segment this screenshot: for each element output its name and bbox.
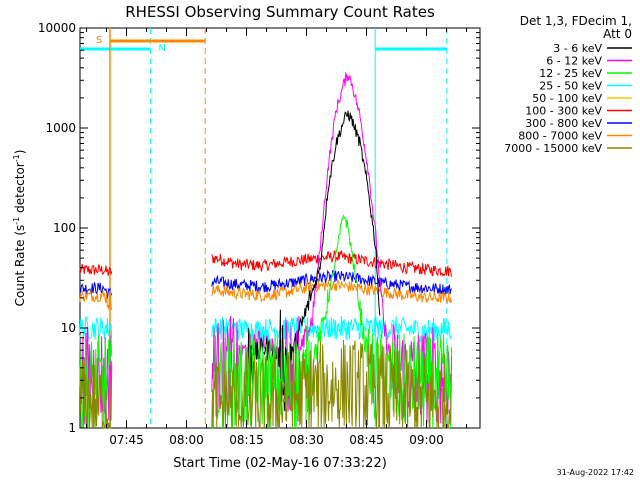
legend-label: 800 - 7000 keV [518,130,602,143]
x-tick-label: 09:00 [409,433,444,447]
series-line [79,281,113,299]
legend-label: 100 - 300 keV [525,105,602,118]
series-line [211,278,452,305]
series-line [211,249,452,277]
y-axis-ticks: 1 10 100 1000 10000 [38,21,480,435]
legend-label: 6 - 12 keV [546,55,602,68]
x-tick-label: 08:30 [289,433,324,447]
x-tick-label: 08:15 [229,433,264,447]
saa-label: S [96,35,102,46]
series-line [79,289,113,311]
x-tick-label: 08:45 [349,433,384,447]
legend-label: 50 - 100 keV [532,92,602,105]
y-tick-label: 1000 [45,121,76,135]
y-label-end: ) [13,150,27,155]
legend-header-line2: Att 0 [603,27,632,41]
y-label-sup2: -1 [12,154,21,162]
x-axis-label: Start Time (02-May-16 07:33:22) [173,456,387,471]
series-line [211,314,452,343]
x-tick-label: 08:00 [169,433,204,447]
series-group [79,71,452,430]
legend-label: 3 - 6 keV [553,42,602,55]
legend-label: 300 - 800 keV [525,117,602,130]
y-tick-label: 10 [61,321,76,335]
y-label-main: Count Rate (s [13,225,27,307]
y-tick-label: 10000 [38,21,76,35]
y-label-sup1: -1 [12,217,21,225]
legend-label: 25 - 50 keV [539,80,602,93]
series-line [79,357,113,429]
x-tick-label: 07:45 [109,433,144,447]
y-tick-label: 100 [53,221,76,235]
legend-header-line1: Det 1,3, FDecim 1, [520,14,632,28]
x-axis-ticks: 07:45 08:00 08:15 08:30 08:45 09:00 [86,28,468,447]
night-label: N [158,43,165,54]
series-line [79,264,113,276]
legend-label: 12 - 25 keV [539,67,602,80]
series-line [211,339,452,429]
generation-timestamp: 31-Aug-2022 17:42 [557,468,634,477]
y-tick-label: 1 [68,421,76,435]
series-line [211,71,452,424]
legend-label: 7000 - 15000 keV [504,142,602,155]
y-axis-label: Count Rate (s-1 detector-1) [12,150,27,307]
y-label-mid: detector [13,162,27,217]
chart-title: RHESSI Observing Summary Count Rates [125,3,435,21]
